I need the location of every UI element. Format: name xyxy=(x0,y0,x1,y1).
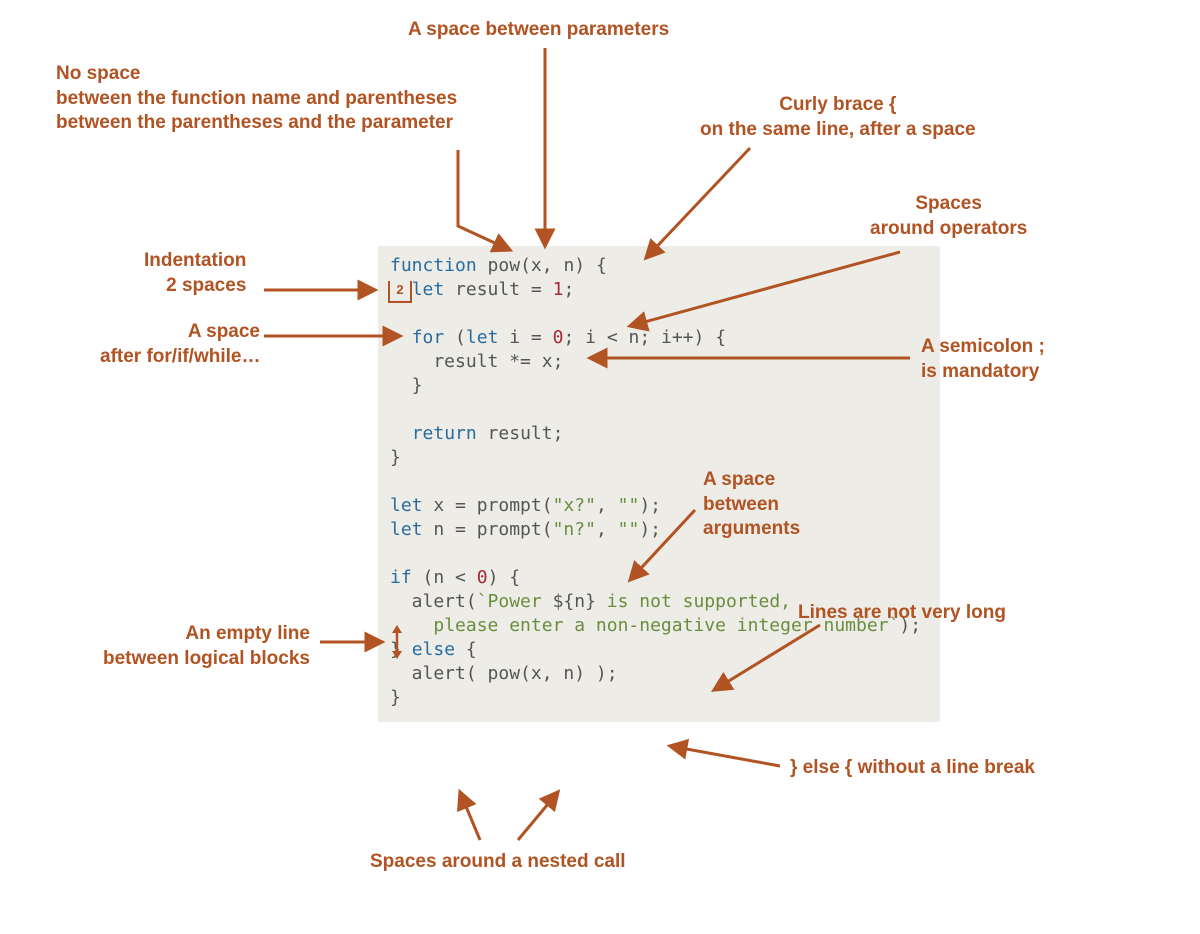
annotation-no-space: No space between the function name and p… xyxy=(56,62,457,136)
annotation-else-no-break: } else { without a line break xyxy=(790,756,1035,781)
arrow-elseNoBreak xyxy=(670,746,780,766)
annotation-semicolon: A semicolon ; is mandatory xyxy=(921,335,1045,384)
annotation-empty-line: An empty line between logical blocks xyxy=(103,622,310,671)
annotation-nested-call: Spaces around a nested call xyxy=(370,850,626,875)
arrow-nestedCall2 xyxy=(518,792,558,840)
annotation-space-args: A space between arguments xyxy=(703,468,800,542)
annotation-spaces-ops: Spaces around operators xyxy=(870,192,1027,241)
code-block: function pow(x, n) { let result = 1; for… xyxy=(378,246,940,722)
annotation-space-after-for: A space after for/if/while… xyxy=(100,320,260,369)
annotation-space-params: A space between parameters xyxy=(408,18,669,43)
annotation-lines-short: Lines are not very long xyxy=(798,601,1006,626)
annotation-indent: Indentation 2 spaces xyxy=(144,249,246,298)
empty-line-marker xyxy=(390,625,404,659)
arrow-curly xyxy=(646,148,750,258)
arrow-nestedCall1 xyxy=(460,792,480,840)
arrow-noSpace xyxy=(458,150,510,250)
annotation-curly: Curly brace { on the same line, after a … xyxy=(700,93,976,142)
indent-marker: 2 xyxy=(388,281,412,303)
